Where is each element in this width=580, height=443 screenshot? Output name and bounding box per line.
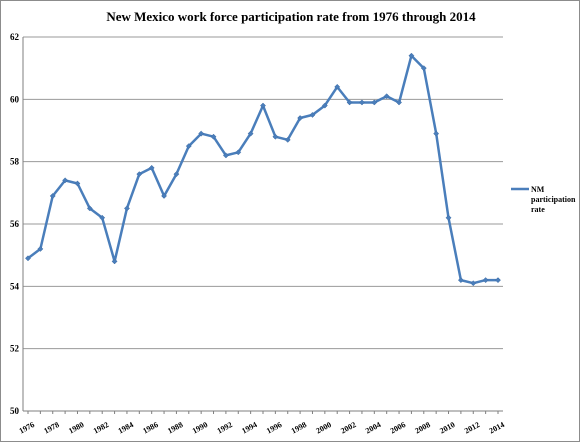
data-point (37, 245, 44, 252)
x-tick-label: 1978 (42, 420, 60, 435)
x-tick-label: 2006 (389, 420, 407, 435)
chart-title: New Mexico work force participation rate… (106, 9, 476, 24)
data-point (148, 164, 155, 171)
x-tick-label: 1994 (240, 420, 258, 435)
data-point (334, 83, 341, 90)
x-tick-label: 1980 (67, 420, 85, 435)
x-tick-label: 2004 (364, 420, 382, 435)
data-point (198, 130, 205, 137)
data-point (123, 205, 130, 212)
x-tick-label: 1988 (166, 420, 184, 435)
gridlines (23, 36, 503, 350)
x-tick-label: 1992 (216, 420, 234, 435)
data-point (445, 214, 452, 221)
series-layer (25, 52, 501, 287)
data-point (358, 99, 365, 106)
data-point (111, 258, 118, 265)
data-point (346, 99, 353, 106)
data-point (136, 171, 143, 178)
x-tick-label: 2002 (339, 420, 357, 435)
y-tick-label: 54 (10, 281, 20, 291)
data-point (74, 180, 81, 187)
data-point (433, 130, 440, 137)
x-tick-label: 2012 (463, 420, 481, 435)
data-point (99, 214, 106, 221)
data-point (383, 93, 390, 100)
data-point (49, 192, 56, 199)
x-tick-label: 1996 (265, 420, 283, 435)
x-tick-labels: 1976 1978 1980 1982 1984 1986 1988 1990 1992 1994… (18, 420, 506, 435)
legend: NM participation rate (511, 185, 576, 214)
data-point (86, 205, 93, 212)
x-tick-label: 2008 (413, 420, 431, 435)
data-point (173, 171, 180, 178)
x-tick-label: 1976 (18, 420, 36, 435)
data-point (321, 102, 328, 109)
x-tick-label: 2000 (314, 420, 332, 435)
y-tick-label: 58 (10, 157, 20, 167)
x-tick-label: 1990 (191, 420, 209, 435)
data-point (62, 177, 69, 184)
data-point (222, 152, 229, 159)
y-tick-label: 56 (10, 219, 20, 229)
y-tick-labels: 50 52 54 56 58 60 62 (10, 32, 20, 416)
y-tick-label: 60 (10, 94, 20, 104)
data-point (408, 52, 415, 59)
x-tick-label: 1982 (92, 420, 110, 435)
y-tick-label: 62 (10, 32, 20, 42)
data-point (420, 65, 427, 72)
data-point (457, 277, 464, 284)
data-point (482, 277, 489, 284)
data-point (247, 130, 254, 137)
x-tick-label: 1984 (117, 420, 135, 435)
data-point (309, 111, 316, 118)
data-point (185, 143, 192, 150)
data-point (371, 99, 378, 106)
y-tick-label: 52 (10, 344, 20, 354)
data-point (260, 102, 266, 109)
x-tick-label: 2010 (438, 420, 456, 435)
data-point (396, 99, 403, 106)
axes (22, 37, 503, 414)
x-tick-label: 1998 (290, 420, 308, 435)
data-point (297, 115, 304, 121)
legend-label: NM participation rate (531, 185, 576, 214)
data-point (235, 149, 242, 156)
y-tick-label: 50 (10, 406, 20, 416)
data-point (210, 133, 217, 140)
data-point (161, 192, 168, 199)
data-point (272, 133, 279, 140)
data-point (495, 277, 501, 284)
data-point (25, 255, 31, 262)
x-tick-label: 2014 (488, 420, 506, 435)
data-point (470, 280, 477, 287)
data-point (284, 136, 291, 143)
x-tick-label: 1986 (141, 420, 159, 435)
series-line-nm-participation-rate (27, 54, 498, 285)
